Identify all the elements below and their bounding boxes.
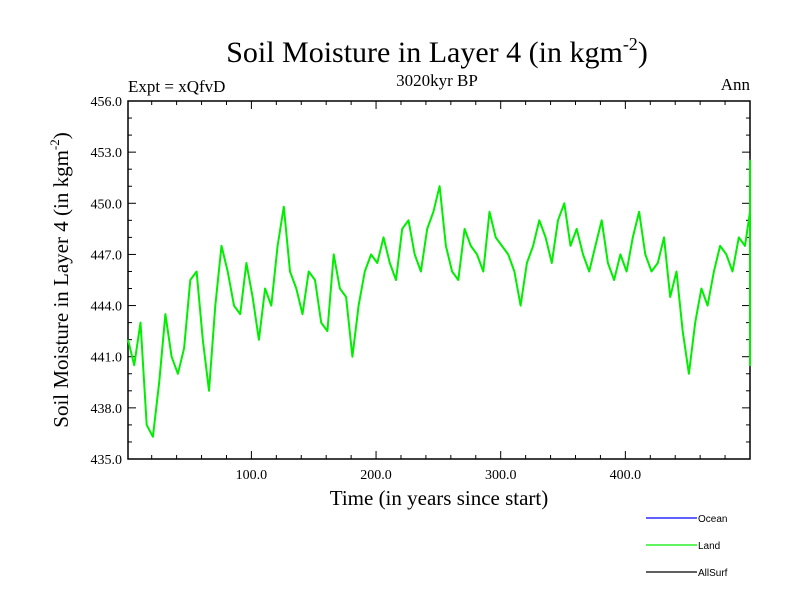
x-axis-label: Time (in years since start) <box>330 486 549 510</box>
series-layer <box>127 159 751 438</box>
series-line-land <box>127 159 751 438</box>
legend: Ocean Land AllSurf <box>646 514 728 579</box>
y-axis-label-main: Soil Moisture in Layer 4 (in kgm <box>49 150 73 428</box>
y-tick-label: 456.0 <box>91 95 123 110</box>
chart-title-sup: -2 <box>623 34 638 54</box>
x-tick-label: 200.0 <box>360 468 392 483</box>
chart-subtitle: 3020kyr BP <box>396 71 478 90</box>
season-label: Ann <box>721 75 751 94</box>
x-tick-label: 400.0 <box>610 468 642 483</box>
chart-title-main: Soil Moisture in Layer 4 (in kgm <box>226 36 623 69</box>
y-tick-label: 444.0 <box>91 300 123 315</box>
y-tick-label: 438.0 <box>91 402 123 417</box>
x-tick-label: 300.0 <box>485 468 517 483</box>
legend-label-land: Land <box>698 541 720 552</box>
chart-title-end: ) <box>638 36 648 69</box>
x-axis-ticks: 100.0 200.0 300.0 400.0 <box>151 101 751 483</box>
experiment-label: Expt = xQfvD <box>128 77 225 96</box>
chart-title: Soil Moisture in Layer 4 (in kgm-2) <box>226 34 648 69</box>
y-tick-label: 453.0 <box>91 146 123 161</box>
plot-frame <box>127 100 751 460</box>
x-tick-label: 100.0 <box>236 468 268 483</box>
y-tick-label: 450.0 <box>91 197 123 212</box>
y-tick-label: 435.0 <box>91 453 123 468</box>
y-tick-label: 441.0 <box>91 351 123 366</box>
y-axis-label-end: ) <box>49 132 73 139</box>
legend-label-allsurf: AllSurf <box>698 568 728 579</box>
legend-label-ocean: Ocean <box>698 514 727 525</box>
y-tick-label: 447.0 <box>91 248 123 263</box>
y-axis-label: Soil Moisture in Layer 4 (in kgm-2) <box>47 132 73 427</box>
y-axis-label-sup: -2 <box>47 139 62 150</box>
